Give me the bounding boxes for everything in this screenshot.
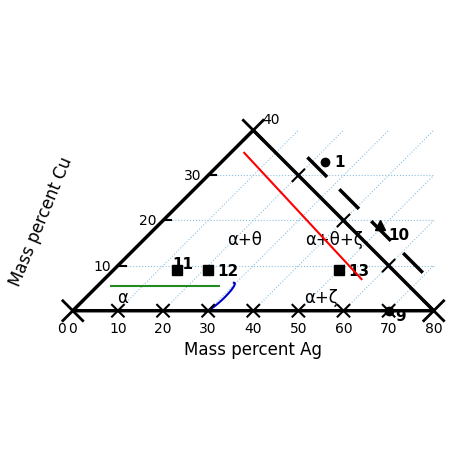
Text: 10: 10: [109, 321, 127, 335]
Text: Mass percent Ag: Mass percent Ag: [184, 341, 322, 358]
Text: α+θ: α+θ: [227, 230, 262, 248]
Text: 10: 10: [389, 227, 410, 242]
Text: 9: 9: [395, 308, 406, 323]
Text: Mass percent Cu: Mass percent Cu: [7, 154, 76, 288]
Text: 50: 50: [290, 321, 307, 335]
Text: 0: 0: [57, 321, 66, 335]
Text: 70: 70: [380, 321, 397, 335]
Text: 40: 40: [245, 321, 262, 335]
Text: 11: 11: [172, 256, 193, 271]
Text: 60: 60: [335, 321, 352, 335]
Text: 30: 30: [184, 169, 201, 183]
Text: 0: 0: [68, 321, 77, 335]
Text: 12: 12: [217, 263, 238, 278]
Text: 40: 40: [262, 112, 280, 126]
Text: 30: 30: [200, 321, 217, 335]
Text: α+ζ: α+ζ: [304, 289, 338, 307]
Text: 80: 80: [425, 321, 443, 335]
Text: α+θ+ζ: α+θ+ζ: [306, 230, 364, 248]
Text: 20: 20: [154, 321, 172, 335]
Text: 13: 13: [348, 263, 369, 278]
Text: 10: 10: [93, 259, 111, 273]
Text: 1: 1: [335, 155, 345, 170]
Text: 20: 20: [139, 214, 156, 228]
Text: α: α: [117, 289, 128, 307]
